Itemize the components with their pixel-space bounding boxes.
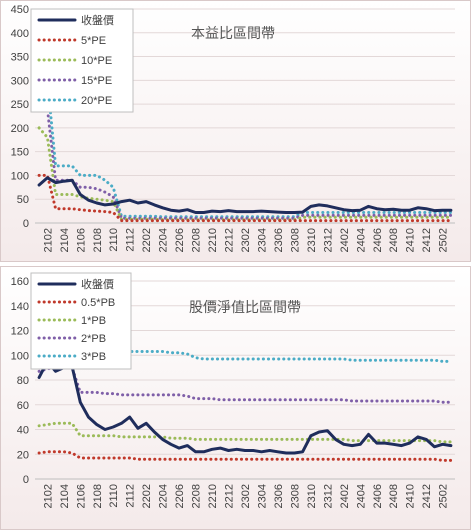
series-line-0 — [37, 176, 453, 214]
legend-box — [30, 272, 132, 370]
x-tick-label: 2210 — [207, 484, 219, 508]
y-tick-label: 450 — [11, 4, 29, 16]
x-tick-label: 2402 — [339, 484, 351, 508]
x-tick-label: 2306 — [273, 484, 285, 508]
series-line-2 — [37, 126, 453, 222]
x-tick-label: 2208 — [191, 484, 203, 508]
x-tick-label: 2102 — [42, 228, 54, 252]
x-tick-label: 2402 — [339, 228, 351, 252]
x-tick-label: 2306 — [273, 228, 285, 252]
x-tick-label: 2412 — [421, 228, 433, 252]
y-tick-label: 50 — [17, 194, 29, 206]
x-tick-label: 2310 — [306, 228, 318, 252]
y-tick-label: 40 — [17, 425, 29, 437]
series-line-2 — [37, 421, 453, 444]
chart-title: 股價淨值比區間帶 — [189, 299, 301, 315]
x-tick-label: 2304 — [256, 484, 268, 508]
x-tick-label: 2404 — [355, 228, 367, 252]
y-tick-label: 400 — [11, 28, 29, 40]
y-tick-label: 0 — [23, 218, 29, 230]
x-tick-label: 2204 — [158, 228, 170, 252]
x-tick-label: 2310 — [306, 484, 318, 508]
x-tick-label: 2304 — [256, 228, 268, 252]
pe-band-chart-panel: 0 50 100 150 200 250 300 350 400 450 2102 2104 2106 2… — [0, 0, 471, 262]
legend-label: 3*PB — [81, 351, 106, 363]
y-tick-label: 100 — [11, 350, 29, 362]
x-tick-label: 2312 — [322, 484, 334, 508]
x-tick-label: 2208 — [191, 228, 203, 252]
x-tick-label: 2312 — [322, 228, 334, 252]
pb-band-chart-panel: 0 20 40 60 80 100 120 140 160 2102 2104 2106 2108 211… — [0, 266, 471, 530]
x-tick-label: 2204 — [158, 484, 170, 508]
y-tick-label: 80 — [17, 375, 29, 387]
x-tick-label: 2206 — [174, 484, 186, 508]
legend-label: 5*PE — [81, 35, 106, 47]
x-tick-label: 2202 — [141, 484, 153, 508]
series-line-0 — [37, 359, 453, 455]
y-tick-label: 0 — [23, 474, 29, 486]
x-tick-label: 2502 — [438, 228, 450, 252]
y-tick-label: 140 — [11, 301, 29, 313]
pb-band-chart: 0 20 40 60 80 100 120 140 160 2102 2104 2106 2108 211… — [11, 272, 455, 508]
legend-label: 10*PE — [81, 55, 112, 67]
x-tick-label: 2404 — [355, 484, 367, 508]
y-tick-label: 160 — [11, 276, 29, 288]
x-tick-label: 2406 — [372, 228, 384, 252]
x-tick-label: 2108 — [92, 484, 104, 508]
x-tick-label: 2410 — [405, 484, 417, 508]
legend-label: 1*PB — [81, 315, 106, 327]
series-line-3 — [37, 366, 453, 404]
x-tick-label: 2212 — [224, 484, 236, 508]
x-tick-label: 2104 — [59, 484, 71, 508]
x-tick-label: 2410 — [405, 228, 417, 252]
x-tick-label: 2408 — [388, 484, 400, 508]
legend-label: 收盤價 — [81, 13, 114, 27]
x-tick-label: 2106 — [75, 228, 87, 252]
x-tick-label: 2202 — [141, 228, 153, 252]
y-tick-label: 150 — [11, 147, 29, 159]
x-tick-label: 2408 — [388, 228, 400, 252]
x-tick-label: 2406 — [372, 484, 384, 508]
y-tick-label: 20 — [17, 449, 29, 461]
chart-title: 本益比區間帶 — [191, 25, 275, 41]
x-tick-label: 2308 — [289, 228, 301, 252]
x-tick-label: 2502 — [438, 484, 450, 508]
y-tick-label: 100 — [11, 170, 29, 182]
legend-label: 15*PE — [81, 75, 112, 87]
legend-label: 2*PB — [81, 333, 106, 345]
pe-band-chart: 0 50 100 150 200 250 300 350 400 450 2102 2104 2106 2… — [11, 4, 455, 252]
series-line-1 — [37, 450, 453, 462]
x-tick-label: 2102 — [42, 484, 54, 508]
legend-label: 20*PE — [81, 95, 112, 107]
x-tick-label: 2206 — [174, 228, 186, 252]
y-tick-label: 120 — [11, 326, 29, 338]
legend: 收盤價 5*PE 10*PE 15*PE 20*PE — [30, 8, 134, 113]
y-tick-label: 350 — [11, 52, 29, 64]
x-tick-label: 2110 — [108, 228, 120, 252]
x-tick-label: 2212 — [224, 228, 236, 252]
x-tick-label: 2108 — [92, 228, 104, 252]
series-line-4 — [37, 78, 453, 219]
legend-label: 收盤價 — [81, 277, 114, 291]
y-tick-label: 200 — [11, 123, 29, 135]
x-tick-label: 2112 — [125, 484, 137, 508]
x-tick-label: 2106 — [75, 484, 87, 508]
y-tick-label: 250 — [11, 99, 29, 111]
series-line-3 — [37, 107, 453, 220]
series-line-1 — [37, 173, 453, 223]
x-tick-label: 2302 — [240, 228, 252, 252]
legend: 收盤價 0.5*PB 1*PB 2*PB 3*PB — [30, 272, 132, 370]
legend-label: 0.5*PB — [81, 297, 115, 309]
x-tick-label: 2308 — [289, 484, 301, 508]
x-tick-label: 2110 — [108, 484, 120, 508]
x-tick-label: 2412 — [421, 484, 433, 508]
x-tick-label: 2104 — [59, 228, 71, 252]
y-tick-label: 300 — [11, 75, 29, 87]
x-tick-label: 2302 — [240, 484, 252, 508]
x-tick-label: 2112 — [125, 228, 137, 252]
y-tick-label: 60 — [17, 400, 29, 412]
x-tick-label: 2210 — [207, 228, 219, 252]
